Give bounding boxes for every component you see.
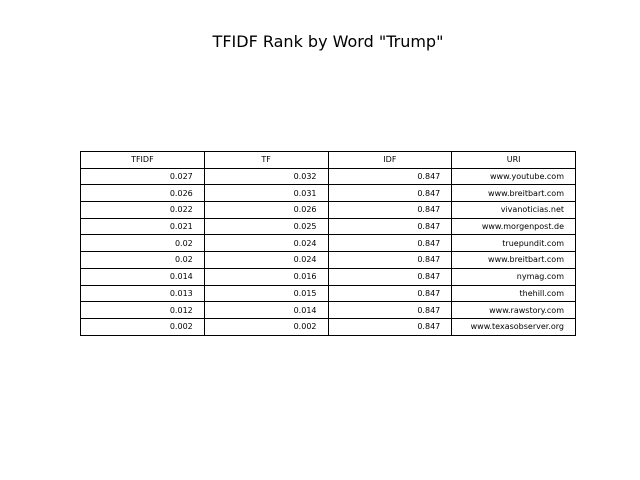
uri-cell: www.texasobserver.org [451,317,576,336]
idf-cell: 0.847 [327,301,453,319]
uri-cell: www.breitbart.com [451,184,576,203]
idf-cell: 0.847 [327,234,453,253]
table-row: 0.02 0.024 0.847 www.breitbart.com [80,251,576,269]
tf-cell: 0.016 [203,267,329,286]
idf-cell: 0.847 [327,201,453,219]
idf-cell: 0.847 [327,217,453,236]
idf-cell: 0.847 [327,317,453,336]
header-row: TFIDF TF IDF URI [80,151,576,169]
table-row: 0.021 0.025 0.847 www.morgenpost.de [80,217,576,236]
tfidf-cell: 0.014 [80,267,205,286]
tf-cell: 0.015 [203,284,329,303]
tfidf-cell: 0.022 [80,201,205,219]
table-row: 0.012 0.014 0.847 www.rawstory.com [80,301,576,319]
uri-cell: www.youtube.com [451,167,576,186]
table-row: 0.02 0.024 0.847 truepundit.com [80,234,576,253]
uri-cell: truepundit.com [451,234,576,253]
tfidf-cell: 0.027 [80,167,205,186]
uri-cell: nymag.com [451,267,576,286]
tf-cell: 0.024 [203,234,329,253]
idf-cell: 0.847 [327,284,453,303]
header-tf: TF [203,151,329,169]
tf-cell: 0.014 [203,301,329,319]
idf-cell: 0.847 [327,184,453,203]
uri-cell: www.morgenpost.de [451,217,576,236]
tf-cell: 0.026 [203,201,329,219]
header-uri: URI [451,151,576,169]
tf-cell: 0.025 [203,217,329,236]
tfidf-cell: 0.002 [80,317,205,336]
uri-cell: www.breitbart.com [451,251,576,269]
idf-cell: 0.847 [327,267,453,286]
table-row: 0.014 0.016 0.847 nymag.com [80,267,576,286]
table-row: 0.002 0.002 0.847 www.texasobserver.org [80,317,576,336]
tf-cell: 0.024 [203,251,329,269]
tfidf-cell: 0.02 [80,251,205,269]
table-body: 0.027 0.032 0.847 www.youtube.com 0.026 0.031… [80,167,576,336]
uri-cell: vivanoticias.net [451,201,576,219]
tfidf-cell: 0.013 [80,284,205,303]
header-idf: IDF [327,151,453,169]
idf-cell: 0.847 [327,167,453,186]
tfidf-table: TFIDF TF IDF URI 0.027 0.032 0.847 www.yout… [80,151,576,336]
tfidf-cell: 0.021 [80,217,205,236]
tf-cell: 0.032 [203,167,329,186]
tf-cell: 0.002 [203,317,329,336]
table-row: 0.013 0.015 0.847 thehill.com [80,284,576,303]
tfidf-cell: 0.02 [80,234,205,253]
uri-cell: www.rawstory.com [451,301,576,319]
header-tfidf: TFIDF [80,151,205,169]
table-row: 0.026 0.031 0.847 www.breitbart.com [80,184,576,203]
table-row: 0.027 0.032 0.847 www.youtube.com [80,167,576,186]
tf-cell: 0.031 [203,184,329,203]
tfidf-cell: 0.012 [80,301,205,319]
table-row: 0.022 0.026 0.847 vivanoticias.net [80,201,576,219]
chart-title: TFIDF Rank by Word "Trump" [212,32,444,51]
uri-cell: thehill.com [451,284,576,303]
idf-cell: 0.847 [327,251,453,269]
tfidf-cell: 0.026 [80,184,205,203]
